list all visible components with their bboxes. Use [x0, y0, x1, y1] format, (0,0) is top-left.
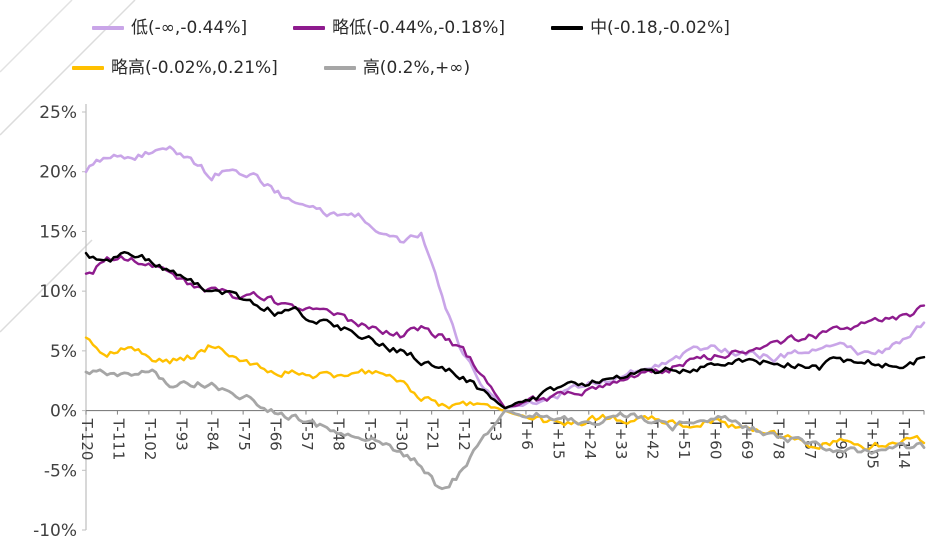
x-axis-label: T-102 — [141, 418, 159, 461]
y-axis-label: -10% — [33, 521, 77, 541]
x-axis-label: T-93 — [172, 418, 190, 451]
legend-label: 低(-∞,-0.44%] — [131, 18, 248, 38]
legend-line-swatch — [92, 26, 124, 30]
x-axis-label: T-66 — [267, 418, 285, 451]
legend-label: 略高(-0.02%,0.21%] — [111, 58, 278, 78]
chart-plot-area: 25% 20% 15% 10% 5% 0% -5% -10% T-120 T-111 T-102 T-… — [33, 103, 926, 541]
legend-line-swatch — [293, 26, 326, 30]
x-axis-label: T-57 — [298, 418, 316, 451]
x-axis-label: T-30 — [392, 418, 410, 451]
y-axis-label: 20% — [39, 163, 77, 183]
series-line-low — [84, 145, 926, 410]
legend-item-slightly_high: 略高(-0.02%,0.21%] — [72, 56, 278, 80]
legend-row: 低(-∞,-0.44%] 略低(-0.44%,-0.18%] 中(-0.18,-0.… — [92, 16, 933, 40]
legend-line-swatch — [72, 66, 104, 70]
legend-label: 高(0.2%,+∞) — [362, 58, 471, 78]
x-axis-label: T+87 — [801, 418, 819, 460]
x-axis-label: T-21 — [424, 418, 442, 451]
legend-line-swatch — [551, 26, 584, 30]
x-axis-label: T-120 — [78, 418, 96, 461]
legend-item-high: 高(0.2%,+∞) — [323, 56, 471, 80]
x-axis-label: T+24 — [581, 418, 599, 460]
y-axis-label: -5% — [44, 461, 77, 481]
x-axis-label: T-75 — [235, 418, 253, 451]
series-line-high — [84, 368, 926, 491]
x-axis-label: T+105 — [864, 418, 882, 469]
x-axis-label: T+33 — [612, 418, 630, 460]
x-axis-label: T-3 — [487, 418, 505, 442]
x-axis-label: T-111 — [109, 418, 127, 461]
legend-line-swatch — [323, 66, 356, 70]
y-axis-label: 25% — [39, 103, 77, 123]
legend-item-low: 低(-∞,-0.44%] — [92, 16, 247, 40]
legend-item-slightly_low: 略低(-0.44%,-0.18%] — [293, 16, 505, 40]
chart-legend: 低(-∞,-0.44%] 略低(-0.44%,-0.18%] 中(-0.18,-0.… — [0, 0, 933, 90]
series-line-mid — [84, 250, 926, 410]
x-axis-label: T+60 — [707, 418, 725, 460]
legend-item-mid: 中(-0.18,-0.02%] — [551, 16, 730, 40]
x-axis-label: T+15 — [549, 418, 567, 460]
y-axis-label: 0% — [50, 402, 77, 422]
x-axis-label: T+42 — [644, 418, 662, 460]
legend-row: 略高(-0.02%,0.21%] 高(0.2%,+∞) — [72, 56, 933, 80]
x-axis-label: T-12 — [455, 418, 473, 451]
legend-label: 中(-0.18,-0.02%] — [590, 18, 730, 38]
x-axis-label: T+6 — [518, 418, 536, 450]
x-axis-label: T-39 — [361, 418, 379, 451]
series-line-slightly_low — [84, 255, 926, 410]
y-axis-label: 15% — [39, 222, 77, 242]
y-axis-label: 5% — [50, 342, 77, 362]
legend-label: 略低(-0.44%,-0.18%] — [332, 18, 506, 38]
x-axis-label: T-84 — [204, 418, 222, 451]
y-axis-label: 10% — [39, 282, 77, 302]
